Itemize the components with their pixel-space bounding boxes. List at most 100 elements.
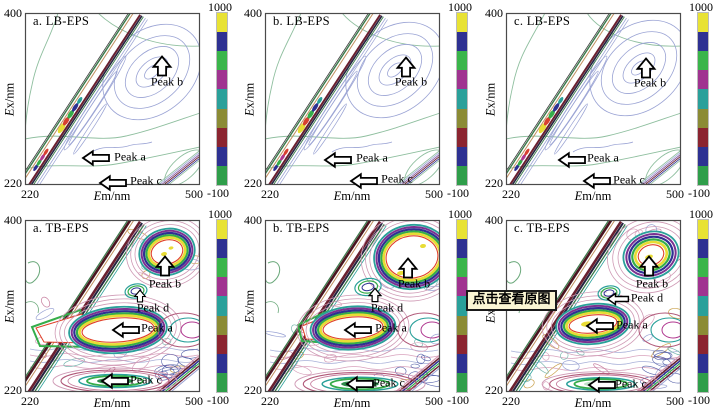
colorbar-max-label: 1000 <box>689 0 713 14</box>
peak-arrow-left-icon <box>606 292 630 306</box>
colorbar-min-label: -100 <box>207 186 229 200</box>
y-axis-label: Ex/nm <box>483 82 498 117</box>
colorbar-min-label: -100 <box>688 393 710 407</box>
panel-tb-b: b. TB-EPS 400 220 Ex/nm 220 500 Em/nm 1000 -100 P… <box>240 207 480 414</box>
y-tick-max: 400 <box>244 213 262 227</box>
colorbar-segment <box>457 277 467 297</box>
colorbar-segment <box>698 334 708 354</box>
peak-label: Peak a <box>114 149 146 164</box>
peak-arrow-left-icon <box>100 372 129 390</box>
x-tick-min: 220 <box>261 394 279 408</box>
peak-label: Peak b <box>635 276 669 291</box>
contour-plot <box>505 12 682 190</box>
x-axis-label: Em/nm <box>574 189 612 203</box>
x-tick-max: 500 <box>425 394 443 408</box>
colorbar-segment <box>698 127 708 147</box>
y-tick-min: 220 <box>485 383 503 397</box>
colorbar-segment <box>457 315 467 335</box>
y-axis-label: Ex/nm <box>2 82 17 117</box>
peak-label: Peak b <box>394 74 428 89</box>
contour-plot <box>264 12 441 190</box>
colorbar <box>697 12 709 186</box>
peak-arrow-left-icon <box>343 321 372 339</box>
colorbar-segment <box>217 353 227 373</box>
colorbar <box>456 219 468 393</box>
colorbar-segment <box>698 353 708 373</box>
peak-arrow-left-icon <box>587 376 616 394</box>
view-original-button[interactable]: 点击查看原图 <box>466 290 557 311</box>
colorbar-segment <box>698 32 708 52</box>
plot-frame <box>264 12 441 186</box>
peak-arrow-up-icon <box>367 287 383 303</box>
x-tick-max: 500 <box>185 187 203 201</box>
colorbar-segment <box>217 165 227 185</box>
x-tick-min: 220 <box>21 394 39 408</box>
plot-frame <box>264 219 441 393</box>
peak-arrow-left-icon <box>585 317 614 335</box>
colorbar-segment <box>457 353 467 373</box>
colorbar-segment <box>457 165 467 185</box>
y-tick-max: 400 <box>244 6 262 20</box>
x-axis-label: Em/nm <box>333 396 371 410</box>
y-tick-max: 400 <box>485 213 503 227</box>
peak-label: Peak c <box>615 376 647 391</box>
panel-lb-c: c. LB-EPS 400 220 Ex/nm 220 500 Em/nm 1000 -100 P… <box>481 0 721 207</box>
colorbar-segment <box>217 239 227 259</box>
panel-tb-a: a. TB-EPS 400 220 Ex/nm 220 500 Em/nm 1000 -100 P… <box>0 207 240 414</box>
panel-lb-b: b. LB-EPS 400 220 Ex/nm 220 500 Em/nm 1000 -100 P… <box>240 0 480 207</box>
x-tick-max: 500 <box>185 394 203 408</box>
colorbar-min-label: -100 <box>207 393 229 407</box>
y-axis-label: Ex/nm <box>2 289 17 324</box>
colorbar-segment <box>457 127 467 147</box>
colorbar <box>216 12 228 186</box>
colorbar-segment <box>457 13 467 33</box>
colorbar-segment <box>217 146 227 166</box>
peak-label: Peak b <box>148 276 182 291</box>
colorbar-segment <box>698 296 708 316</box>
peak-arrow-left-icon <box>111 321 140 339</box>
colorbar-segment <box>457 89 467 109</box>
colorbar-segment <box>217 296 227 316</box>
colorbar-segment <box>217 258 227 278</box>
panel-lb-a: a. LB-EPS 400 220 Ex/nm 220 500 Em/nm 1000 -100 P… <box>0 0 240 207</box>
peak-arrow-up-icon <box>154 255 176 277</box>
x-tick-max: 500 <box>666 187 684 201</box>
plot-frame <box>24 219 201 393</box>
y-tick-max: 400 <box>4 213 22 227</box>
colorbar-segment <box>698 258 708 278</box>
x-tick-min: 220 <box>502 394 520 408</box>
peak-arrow-up-icon <box>638 255 660 277</box>
x-axis-label: Em/nm <box>93 396 131 410</box>
colorbar-segment <box>698 51 708 71</box>
peak-arrow-left-icon <box>345 375 374 393</box>
peak-label: Peak d <box>630 290 664 305</box>
contour-plot <box>24 219 201 393</box>
contour-plot <box>264 219 441 393</box>
colorbar-segment <box>217 127 227 147</box>
colorbar-segment <box>457 220 467 240</box>
colorbar <box>216 219 228 393</box>
colorbar-segment <box>217 70 227 90</box>
colorbar-segment <box>457 258 467 278</box>
colorbar-max-label: 1000 <box>448 207 472 221</box>
peak-label: Peak a <box>141 320 173 335</box>
colorbar-segment <box>698 146 708 166</box>
colorbar-min-label: -100 <box>447 393 469 407</box>
colorbar-segment <box>698 315 708 335</box>
y-axis-label: Ex/nm <box>242 289 257 324</box>
colorbar-max-label: 1000 <box>689 207 713 221</box>
colorbar-segment <box>217 32 227 52</box>
colorbar-max-label: 1000 <box>448 0 472 14</box>
peak-label: Peak a <box>356 150 388 165</box>
colorbar-min-label: -100 <box>688 186 710 200</box>
colorbar-segment <box>457 32 467 52</box>
panel-title: a. LB-EPS <box>33 14 90 28</box>
colorbar-segment <box>217 51 227 71</box>
x-axis-label: Em/nm <box>574 396 612 410</box>
colorbar-segment <box>698 372 708 392</box>
x-axis-label: Em/nm <box>93 189 131 203</box>
colorbar-segment <box>457 372 467 392</box>
peak-label: Peak b <box>633 75 667 90</box>
panel-title: b. TB-EPS <box>273 221 330 235</box>
